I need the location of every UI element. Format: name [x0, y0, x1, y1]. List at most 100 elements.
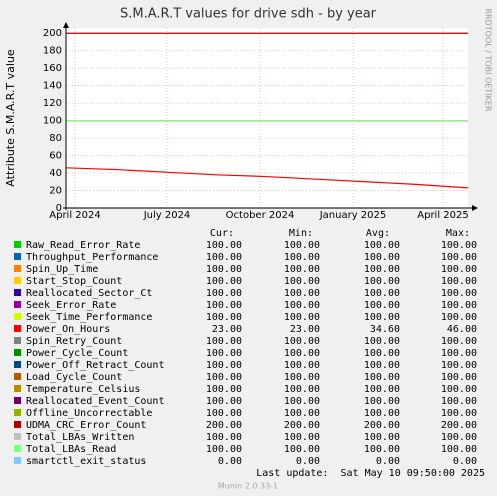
legend-label: Raw_Read_Error_Rate [26, 240, 140, 251]
x-arrow [472, 205, 478, 211]
legend-stat: 100.00 [441, 444, 477, 455]
legend-stat: 100.00 [284, 276, 320, 287]
legend-label: Power_Cycle_Count [26, 348, 128, 359]
x-tick-label: October 2024 [226, 210, 295, 221]
legend-swatch [14, 373, 21, 380]
legend-column-header: Max: [446, 228, 470, 239]
plot [65, 28, 469, 209]
legend-stat: 0.00 [296, 456, 320, 467]
chart-title: S.M.A.R.T values for drive sdh - by year [120, 7, 377, 22]
y-axis-label: Attribute S.M.A.R.T value [4, 49, 17, 187]
legend-swatch [14, 397, 21, 404]
legend-stat: 0.00 [218, 456, 242, 467]
legend-stat: 100.00 [364, 288, 400, 299]
legend-swatch [14, 277, 21, 284]
y-tick-label: 160 [43, 63, 62, 74]
y-tick-label: 200 [43, 28, 62, 39]
legend-stat: 100.00 [206, 372, 242, 383]
legend-stat: 100.00 [284, 288, 320, 299]
legend-stat: 100.00 [364, 408, 400, 419]
legend-stat: 200.00 [441, 420, 477, 431]
legend-label: UDMA_CRC_Error_Count [26, 420, 146, 431]
legend-column-header: Cur: [210, 228, 234, 239]
legend-stat: 100.00 [206, 312, 242, 323]
legend-label: Start_Stop_Count [26, 276, 122, 287]
legend-stat: 100.00 [364, 336, 400, 347]
legend-stat: 100.00 [441, 252, 477, 263]
legend-stat: 100.00 [206, 384, 242, 395]
legend-stat: 200.00 [206, 420, 242, 431]
x-tick-label: July 2024 [143, 210, 191, 221]
legend-stat: 100.00 [364, 276, 400, 287]
legend-stat: 100.00 [206, 252, 242, 263]
legend-stat: 100.00 [284, 360, 320, 371]
legend-stat: 100.00 [206, 396, 242, 407]
legend-stat: 23.00 [212, 324, 242, 335]
footer: Munin 2.0.33-1 [218, 482, 278, 491]
legend-stat: 100.00 [441, 264, 477, 275]
legend-swatch [14, 337, 21, 344]
legend-stat: 0.00 [453, 456, 477, 467]
legend-stat: 23.00 [290, 324, 320, 335]
last-update: Last update: Sat May 10 09:50:00 2025 [256, 468, 485, 479]
legend-stat: 100.00 [206, 288, 242, 299]
y-tick-label: 20 [49, 186, 62, 197]
legend-label: Power_On_Hours [26, 324, 110, 335]
legend-stat: 100.00 [364, 432, 400, 443]
legend-swatch [14, 253, 21, 260]
legend-stat: 100.00 [206, 432, 242, 443]
legend-stat: 100.00 [364, 372, 400, 383]
legend-swatch [14, 313, 21, 320]
legend-stat: 100.00 [364, 300, 400, 311]
legend-stat: 100.00 [206, 300, 242, 311]
legend-stat: 100.00 [441, 372, 477, 383]
legend-stat: 100.00 [441, 360, 477, 371]
legend-stat: 200.00 [284, 420, 320, 431]
legend-stat: 100.00 [284, 300, 320, 311]
legend-stat: 100.00 [206, 240, 242, 251]
legend-label: Spin_Retry_Count [26, 336, 122, 347]
legend-stat: 100.00 [284, 312, 320, 323]
legend-label: Seek_Time_Performance [26, 312, 152, 323]
legend-label: Spin_Up_Time [26, 264, 98, 275]
legend-swatch [14, 301, 21, 308]
legend-stat: 100.00 [364, 240, 400, 251]
legend-stat: 46.00 [447, 324, 477, 335]
legend-swatch [14, 241, 21, 248]
legend-stat: 100.00 [441, 432, 477, 443]
legend-stat: 100.00 [284, 264, 320, 275]
legend-swatch [14, 421, 21, 428]
legend-swatch [14, 457, 21, 464]
legend-stat: 100.00 [364, 348, 400, 359]
y-tick-label: 140 [43, 81, 62, 92]
legend-stat: 100.00 [206, 336, 242, 347]
legend-stat: 34.60 [370, 324, 400, 335]
legend-stat: 100.00 [206, 444, 242, 455]
y-tick-label: 180 [43, 46, 62, 57]
x-tick-label: January 2025 [319, 210, 387, 221]
legend-stat: 0.00 [376, 456, 400, 467]
y-tick-label: 40 [49, 168, 62, 179]
legend-label: Reallocated_Event_Count [26, 396, 164, 407]
legend-swatch [14, 409, 21, 416]
legend-label: Power_Off_Retract_Count [26, 360, 164, 371]
plot-area [66, 28, 468, 208]
legend-stat: 100.00 [284, 432, 320, 443]
legend-stat: 100.00 [441, 396, 477, 407]
legend-stat: 100.00 [284, 444, 320, 455]
legend-stat: 100.00 [284, 348, 320, 359]
legend-stat: 100.00 [364, 264, 400, 275]
legend-stat: 100.00 [441, 276, 477, 287]
legend-swatch [14, 289, 21, 296]
legend-label: Seek_Error_Rate [26, 300, 116, 311]
y-tick-label: 100 [43, 116, 62, 127]
y-tick-label: 0 [56, 203, 62, 214]
legend-stat: 100.00 [364, 444, 400, 455]
series-line [65, 167, 469, 189]
legend-label: Total_LBAs_Read [26, 444, 116, 455]
y-tick-label: 80 [49, 133, 62, 144]
legend-stat: 200.00 [364, 420, 400, 431]
y-tick-label: 120 [43, 98, 62, 109]
legend-stat: 100.00 [206, 264, 242, 275]
